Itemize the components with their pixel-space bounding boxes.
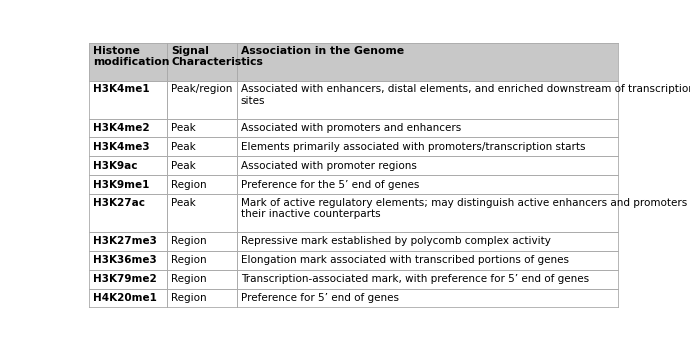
Bar	[89, 289, 167, 307]
Bar	[167, 43, 237, 81]
Text: Peak: Peak	[171, 123, 196, 133]
Bar	[167, 289, 237, 307]
Bar	[237, 251, 618, 270]
Bar	[237, 289, 618, 307]
Bar	[237, 43, 618, 81]
Bar	[167, 194, 237, 232]
Bar	[89, 175, 167, 194]
Text: H4K20me1: H4K20me1	[92, 293, 157, 303]
Bar	[89, 270, 167, 289]
Text: Elements primarily associated with promoters/transcription starts: Elements primarily associated with promo…	[241, 142, 585, 152]
Text: Region: Region	[171, 255, 206, 265]
Bar	[237, 156, 618, 175]
Text: H3K79me2: H3K79me2	[92, 274, 157, 284]
Text: H3K27me3: H3K27me3	[92, 236, 157, 246]
Text: H3K9me1: H3K9me1	[92, 180, 149, 190]
Bar	[167, 119, 237, 137]
Bar	[237, 270, 618, 289]
Text: Region: Region	[171, 180, 206, 190]
Bar	[237, 194, 618, 232]
Text: Peak: Peak	[171, 161, 196, 171]
Text: Repressive mark established by polycomb complex activity: Repressive mark established by polycomb …	[241, 236, 551, 246]
Bar	[89, 119, 167, 137]
Bar	[89, 81, 167, 119]
Bar	[89, 251, 167, 270]
Bar	[89, 43, 167, 81]
Text: H3K4me2: H3K4me2	[92, 123, 149, 133]
Text: Associated with promoters and enhancers: Associated with promoters and enhancers	[241, 123, 461, 133]
Bar	[167, 175, 237, 194]
Bar	[89, 194, 167, 232]
Text: Region: Region	[171, 274, 206, 284]
Text: H3K4me1: H3K4me1	[92, 84, 149, 94]
Text: Preference for 5’ end of genes: Preference for 5’ end of genes	[241, 293, 399, 303]
Text: H3K36me3: H3K36me3	[92, 255, 157, 265]
Bar	[167, 156, 237, 175]
Text: H3K9ac: H3K9ac	[92, 161, 137, 171]
Bar	[89, 232, 167, 251]
Text: Region: Region	[171, 236, 206, 246]
Bar	[237, 137, 618, 156]
Text: Associated with promoter regions: Associated with promoter regions	[241, 161, 417, 171]
Text: Histone
modification: Histone modification	[92, 46, 169, 67]
Text: H3K4me3: H3K4me3	[92, 142, 149, 152]
Text: Transcription-associated mark, with preference for 5’ end of genes: Transcription-associated mark, with pref…	[241, 274, 589, 284]
Bar	[167, 81, 237, 119]
Text: Peak/region: Peak/region	[171, 84, 233, 94]
Bar	[167, 232, 237, 251]
Bar	[167, 251, 237, 270]
Text: Peak: Peak	[171, 142, 196, 152]
Bar	[237, 119, 618, 137]
Bar	[237, 81, 618, 119]
Text: Region: Region	[171, 293, 206, 303]
Bar	[237, 175, 618, 194]
Bar	[237, 232, 618, 251]
Text: Peak: Peak	[171, 197, 196, 208]
Text: Association in the Genome: Association in the Genome	[241, 46, 404, 56]
Text: H3K27ac: H3K27ac	[92, 197, 145, 208]
Bar	[89, 156, 167, 175]
Text: Preference for the 5’ end of genes: Preference for the 5’ end of genes	[241, 180, 420, 190]
Bar	[167, 137, 237, 156]
Text: Elongation mark associated with transcribed portions of genes: Elongation mark associated with transcri…	[241, 255, 569, 265]
Bar	[167, 270, 237, 289]
Text: Signal
Characteristics: Signal Characteristics	[171, 46, 263, 67]
Text: Mark of active regulatory elements; may distinguish active enhancers and promote: Mark of active regulatory elements; may …	[241, 197, 690, 219]
Bar	[89, 137, 167, 156]
Text: Associated with enhancers, distal elements, and enriched downstream of transcrip: Associated with enhancers, distal elemen…	[241, 84, 690, 106]
